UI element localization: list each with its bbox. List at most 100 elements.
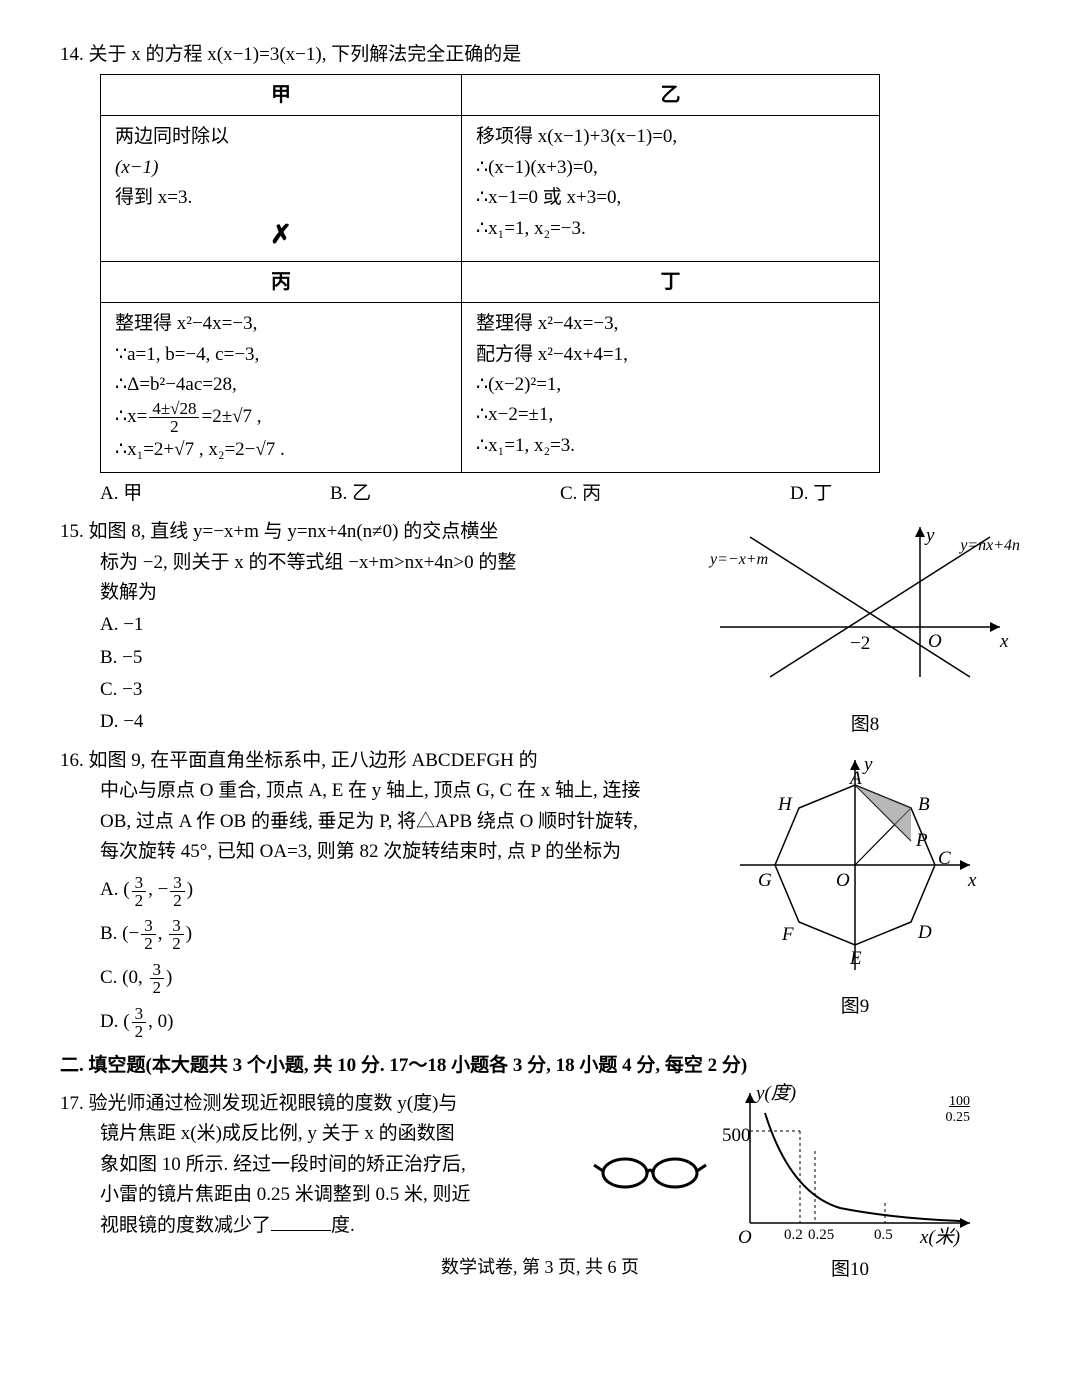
q14-yi-l3: ∴x−1=0 或 x+3=0,: [476, 183, 865, 213]
q15-l1: 15. 如图 8, 直线 y=−x+m 与 y=nx+4n(n≠0) 的交点横坐: [60, 517, 600, 547]
fig9-F: F: [782, 920, 794, 950]
q14-ding-l3: ∴(x−2)²=1,: [476, 370, 865, 400]
q16cd: 2: [150, 979, 165, 996]
q15-block: 15. 如图 8, 直线 y=−x+m 与 y=nx+4n(n≠0) 的交点横坐…: [60, 517, 1020, 738]
fig10-x2: 0.25: [808, 1223, 834, 1247]
q15-opt-d: D. −4: [100, 707, 600, 737]
fig9-O: O: [836, 866, 850, 896]
fig8-line1: y=−x+m: [710, 547, 768, 573]
fig9-B: B: [918, 790, 930, 820]
q14-yi-l4: ∴x₁=1, x₂=−3.: [476, 214, 865, 244]
fig9-x: x: [968, 866, 976, 896]
q16d2: , 0): [148, 1011, 173, 1032]
q14-bing-l3: ∴Δ=b²−4ac=28,: [115, 370, 447, 400]
q15-options: A. −1 B. −5 C. −3 D. −4: [60, 610, 600, 738]
q16-opt-b: B. (−32, 32): [100, 913, 690, 955]
q17-l5: 视眼镜的度数减少了度.: [60, 1211, 540, 1241]
figure-10: y(度) 500 O 0.2 0.25 0.5 x(米) 100 0.25 图1…: [720, 1083, 980, 1286]
q15-opt-a: A. −1: [100, 610, 600, 640]
fig10-note2: 0.25: [946, 1107, 971, 1129]
q17-l2: 镜片焦距 x(米)成反比例, y 关于 x 的函数图: [60, 1119, 540, 1149]
q14-ding-l5: ∴x₁=1, x₂=3.: [476, 431, 865, 461]
fig8-o: O: [928, 627, 942, 657]
q16bn: 3: [141, 917, 156, 935]
q15-text: 15. 如图 8, 直线 y=−x+m 与 y=nx+4n(n≠0) 的交点横坐…: [60, 517, 600, 738]
fig8-tick: −2: [850, 629, 870, 659]
q16ad: 2: [132, 892, 147, 909]
q14-opt-b: B. 乙: [330, 479, 560, 509]
q14-yi-l2: ∴(x−1)(x+3)=0,: [476, 153, 865, 183]
q17-l4: 小雷的镜片焦距由 0.25 米调整到 0.5 米, 则近: [60, 1180, 540, 1210]
q16-opt-d: D. (32, 0): [100, 1001, 690, 1043]
fig10-x3: 0.5: [874, 1223, 893, 1247]
section-2-title: 二. 填空题(本大题共 3 个小题, 共 10 分. 17～18 小题各 3 分…: [60, 1051, 1020, 1081]
figure-9: A B C D E F G H P O x y 图9: [730, 750, 980, 1023]
q16d1: D. (: [100, 1011, 130, 1032]
q16bd2: 2: [169, 935, 184, 952]
q14-jia-l1: 两边同时除以: [115, 122, 447, 152]
q17-l1: 17. 验光师通过检测发现近视眼镜的度数 y(度)与: [60, 1089, 540, 1119]
q14-cell-bing: 整理得 x²−4x=−3, ∵a=1, b=−4, c=−3, ∴Δ=b²−4a…: [101, 303, 462, 473]
q16a1: A. (: [100, 879, 130, 900]
q16b1: B. (−: [100, 923, 139, 944]
fig8-line2: y=nx+4n: [960, 533, 1020, 559]
q14-opt-d: D. 丁: [790, 479, 1020, 509]
q14-number: 14.: [60, 44, 84, 65]
q14-cell-ding: 整理得 x²−4x=−3, 配方得 x²−4x+4=1, ∴(x−2)²=1, …: [462, 303, 880, 473]
q14-bing-l1: 整理得 x²−4x=−3,: [115, 309, 447, 339]
q16dd: 2: [132, 1023, 147, 1040]
q17-text: 17. 验光师通过检测发现近视眼镜的度数 y(度)与 镜片焦距 x(米)成反比例…: [60, 1089, 540, 1241]
figure-8: y=−x+m y=nx+4n y x O −2 图8: [710, 517, 1020, 740]
q14-ding-l2: 配方得 x²−4x+4=1,: [476, 340, 865, 370]
fig10-x1: 0.2: [784, 1223, 803, 1247]
q16a2: , −: [148, 879, 168, 900]
q15-l2: 标为 −2, 则关于 x 的不等式组 −x+m>nx+4n>0 的整: [60, 548, 600, 578]
q14-cell-yi: 移项得 x(x−1)+3(x−1)=0, ∴(x−1)(x+3)=0, ∴x−1…: [462, 116, 880, 262]
q16c2: ): [166, 967, 172, 988]
x-mark-icon: ✗: [115, 214, 447, 256]
q16-l2: 中心与原点 O 重合, 顶点 A, E 在 y 轴上, 顶点 G, C 在 x …: [60, 776, 690, 806]
fig9-D: D: [918, 918, 932, 948]
q16-text: 16. 如图 9, 在平面直角坐标系中, 正八边形 ABCDEFGH 的 中心与…: [60, 746, 690, 1043]
q14-cell-jia: 两边同时除以 (x−1) 得到 x=3. ✗: [101, 116, 462, 262]
q15-opt-b: B. −5: [100, 643, 600, 673]
q14-head-bing: 丙: [101, 262, 462, 303]
q16dn: 3: [132, 1005, 147, 1023]
q14-jia-l3: 得到 x=3.: [115, 183, 447, 213]
fig10-y: y(度): [756, 1079, 796, 1109]
fig8-y: y: [926, 521, 934, 551]
q14-bing-l5: ∴x₁=2+√7 , x₂=2−√7 .: [115, 435, 447, 465]
q16-options: A. (32, −32) B. (−32, 32) C. (0, 32) D. …: [60, 869, 690, 1042]
q16b2: ,: [158, 923, 168, 944]
q14-opt-c: C. 丙: [560, 479, 790, 509]
q15-l3: 数解为: [60, 578, 600, 608]
q14-ding-l1: 整理得 x²−4x=−3,: [476, 309, 865, 339]
fig9-y: y: [864, 750, 872, 780]
fig9-label: 图9: [730, 992, 980, 1022]
q17-l5p: 视眼镜的度数减少了: [100, 1215, 271, 1236]
q16bd: 2: [141, 935, 156, 952]
q14-bing-l4: ∴x=4±√282=2±√7 ,: [115, 400, 447, 435]
q16-l1t: 如图 9, 在平面直角坐标系中, 正八边形 ABCDEFGH 的: [89, 750, 538, 771]
q17-block: 17. 验光师通过检测发现近视眼镜的度数 y(度)与 镜片焦距 x(米)成反比例…: [60, 1089, 1020, 1241]
fig9-G: G: [758, 866, 772, 896]
fig9-E: E: [850, 944, 862, 974]
q16c1: C. (0,: [100, 967, 148, 988]
fig8-x: x: [1000, 627, 1008, 657]
fig9-H: H: [778, 790, 792, 820]
q15-l1t: 如图 8, 直线 y=−x+m 与 y=nx+4n(n≠0) 的交点横坐: [89, 521, 499, 542]
q16-block: 16. 如图 9, 在平面直角坐标系中, 正八边形 ABCDEFGH 的 中心与…: [60, 746, 1020, 1043]
q14-head-jia: 甲: [101, 75, 462, 116]
q14-bing-l4p: ∴x=: [115, 406, 147, 427]
q14-ding-l4: ∴x−2=±1,: [476, 400, 865, 430]
q16an: 3: [132, 874, 147, 892]
q14-options: A. 甲 B. 乙 C. 丙 D. 丁: [100, 479, 1020, 509]
q14-bing-l4d: 2: [149, 418, 199, 435]
fig9-A: A: [850, 764, 862, 794]
q14-stem-text: 关于 x 的方程 x(x−1)=3(x−1), 下列解法完全正确的是: [89, 44, 522, 65]
glasses-icon: [590, 1153, 710, 1203]
q16-l1: 16. 如图 9, 在平面直角坐标系中, 正八边形 ABCDEFGH 的: [60, 746, 690, 776]
q16cn: 3: [150, 961, 165, 979]
q14-table: 甲 乙 两边同时除以 (x−1) 得到 x=3. ✗ 移项得 x(x−1)+3(…: [100, 74, 880, 472]
q14-bing-l4e: =2±√7 ,: [201, 406, 261, 427]
